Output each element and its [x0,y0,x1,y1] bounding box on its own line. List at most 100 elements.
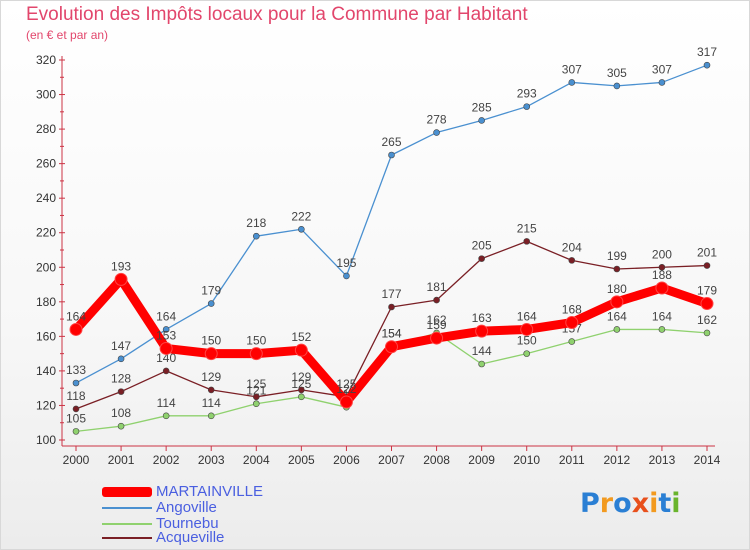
logo-letter: x [631,488,650,519]
y-tick-label: 180 [36,295,56,309]
data-label-martainville: 150 [246,334,266,348]
data-label-tournebu: 164 [652,309,672,323]
logo-letter: r [599,488,614,519]
data-point-angoville [388,151,395,159]
data-label-tournebu: 150 [517,334,537,348]
data-label-angoville: 179 [201,284,221,298]
legend-swatch-angoville [102,507,152,509]
data-point-martainville [610,295,624,309]
x-tick-label: 2003 [198,453,225,467]
data-label-acqueville: 215 [517,221,537,235]
legend-label-acqueville: Acqueville [156,529,225,546]
proxiti-logo: Proxiti [580,488,681,519]
data-label-tournebu: 114 [157,396,176,410]
y-tick-label: 120 [36,398,56,412]
data-label-acqueville: 129 [201,370,221,384]
data-point-tournebu [72,428,80,435]
data-label-martainville: 168 [562,303,582,317]
data-label-martainville: 150 [201,334,221,348]
data-point-angoville [658,79,666,86]
data-label-tournebu: 162 [697,313,717,327]
data-point-acqueville [162,367,170,375]
data-label-acqueville: 181 [427,280,447,294]
data-point-acqueville [703,262,711,269]
chart-title: Evolution des Impôts locaux pour la Comm… [26,4,528,25]
data-label-martainville: 179 [697,284,717,298]
x-tick-label: 2002 [153,453,180,467]
data-label-angoville: 147 [111,339,131,353]
legend-item-tournebu: Tournebu [100,515,320,532]
data-point-acqueville [613,265,621,273]
data-label-tournebu: 121 [246,384,266,398]
data-point-martainville [520,322,534,336]
x-tick-label: 2009 [468,453,495,467]
legend-swatch-martainville [102,487,152,497]
data-label-angoville: 293 [517,87,537,101]
y-tick-label: 260 [36,157,56,171]
data-point-acqueville [658,263,666,271]
x-tick-label: 2004 [243,453,270,467]
data-label-martainville: 153 [156,328,176,342]
x-tick-label: 2005 [288,453,315,467]
data-label-martainville: 159 [427,318,447,332]
legend-swatch-acqueville [102,537,152,539]
y-tick-label: 100 [36,433,56,447]
data-label-martainville: 188 [652,268,672,282]
data-label-acqueville: 125 [336,377,356,391]
y-tick-label: 320 [36,53,56,67]
x-tick-label: 2013 [649,453,676,467]
y-tick-label: 220 [36,226,56,240]
legend-label-tournebu: Tournebu [156,515,219,532]
data-point-martainville [565,316,579,330]
data-point-angoville [523,103,531,110]
data-point-acqueville [433,296,440,304]
data-point-acqueville [252,393,260,401]
x-tick-label: 2011 [559,453,585,467]
data-label-acqueville: 118 [66,389,85,403]
y-tick-label: 140 [36,364,56,378]
data-label-acqueville: 204 [562,240,582,254]
data-point-angoville [343,272,350,280]
data-point-martainville [249,347,263,361]
data-label-angoville: 133 [66,363,86,377]
data-label-martainville: 164 [66,309,86,323]
chart-subtitle: (en € et par an) [26,28,109,42]
data-label-martainville: 180 [607,282,627,296]
data-label-angoville: 222 [291,209,311,223]
data-point-martainville [430,331,444,345]
data-point-angoville [613,82,621,90]
data-label-martainville: 164 [517,309,537,323]
data-label-acqueville: 140 [156,351,176,365]
logo-letter: i [671,488,681,519]
x-tick-label: 2014 [694,453,721,467]
data-label-tournebu: 114 [202,396,221,410]
data-point-acqueville [478,255,485,262]
data-point-angoville [568,79,576,86]
data-point-tournebu [207,412,215,420]
data-label-acqueville: 129 [291,370,311,384]
data-label-angoville: 278 [427,113,447,127]
data-point-martainville [159,341,173,355]
data-point-martainville [69,322,83,336]
data-point-angoville [433,129,440,136]
data-label-angoville: 307 [652,62,672,76]
data-point-tournebu [298,393,305,401]
data-point-angoville [298,225,305,233]
y-tick-label: 300 [36,88,56,102]
data-point-acqueville [298,386,305,394]
legend-item-martainville: MARTAINVILLE [100,483,320,500]
x-tick-label: 2000 [63,453,90,467]
data-point-martainville [655,281,669,295]
data-label-acqueville: 200 [652,247,672,261]
data-point-martainville [114,272,128,286]
legend-label-martainville: MARTAINVILLE [156,483,263,500]
data-point-acqueville [117,388,125,395]
data-label-angoville: 307 [562,62,582,76]
data-point-martainville [204,347,218,361]
chart-legend: MARTAINVILLE Angoville Tournebu Acquevil… [100,483,320,546]
data-point-acqueville [72,405,80,413]
x-tick-label: 2007 [378,453,405,467]
data-point-tournebu [658,326,666,333]
data-point-acqueville [207,386,215,394]
